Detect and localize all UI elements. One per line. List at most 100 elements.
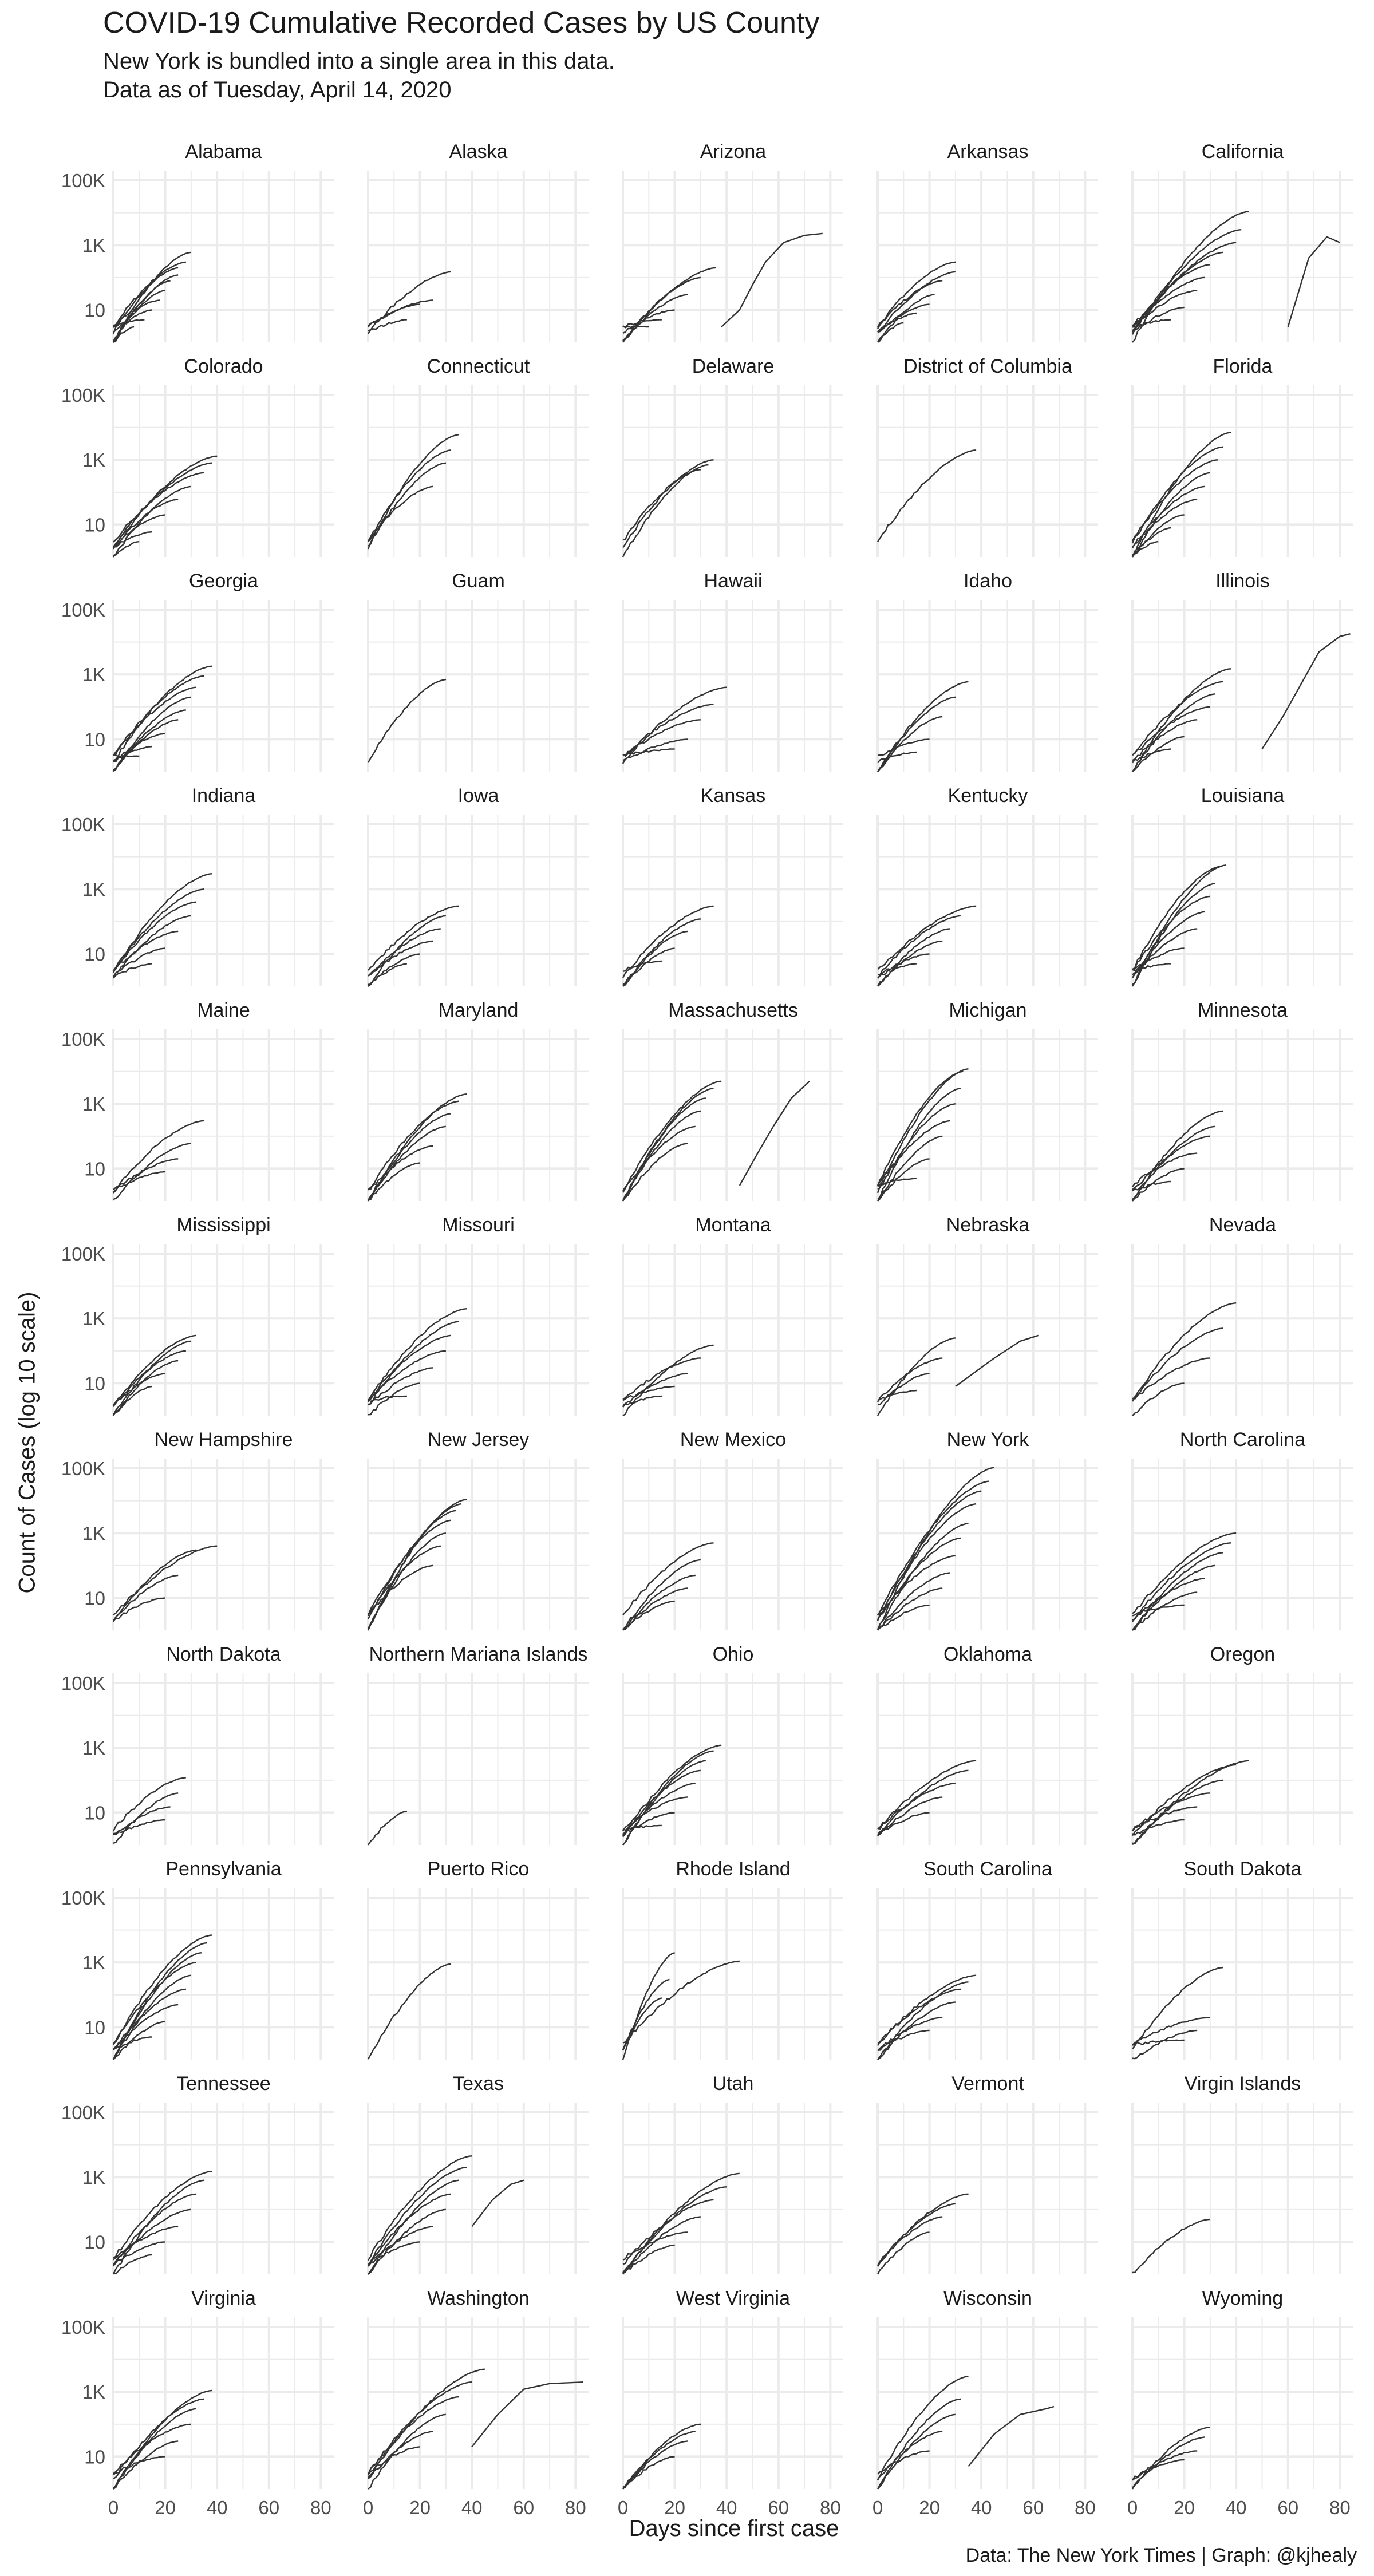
county-line — [622, 1125, 696, 1191]
county-line — [622, 469, 701, 541]
county-line — [877, 1158, 930, 1202]
panel-wyoming: Wyoming 0 20 40 60 80 — [1127, 2287, 1353, 2518]
panel-south-carolina: South Carolina — [876, 1858, 1098, 2060]
county-line — [113, 2389, 212, 2488]
county-line — [1131, 446, 1223, 542]
county-line — [368, 1350, 447, 1402]
facet-label: Tennessee — [176, 2073, 270, 2095]
y-tick-label: 100K — [61, 599, 105, 621]
panel-district-of-columbia: District of Columbia — [876, 355, 1098, 557]
panel-oregon: Oregon — [1131, 1643, 1353, 1845]
x-tick-label: 20 — [1174, 2497, 1195, 2518]
county-line — [113, 873, 212, 971]
facet-label: New Hampshire — [155, 1429, 293, 1451]
panel-pennsylvania: Pennsylvania 10 1K 100K — [61, 1858, 334, 2060]
county-line-late — [1287, 236, 1340, 327]
county-line — [368, 2226, 433, 2267]
county-line — [1132, 1966, 1223, 2050]
county-line — [368, 2413, 447, 2490]
y-tick-label: 10 — [84, 943, 105, 965]
county-line — [876, 261, 956, 329]
panel-louisiana: Louisiana — [1131, 785, 1353, 987]
county-line — [877, 2001, 956, 2060]
facet-label: Kansas — [701, 785, 765, 807]
x-tick-label: 0 — [363, 2497, 373, 2518]
y-tick-label: 10 — [84, 1373, 105, 1394]
county-line — [113, 1819, 165, 1836]
county-line — [368, 1321, 459, 1405]
county-line — [368, 319, 407, 334]
facet-label: New Jersey — [428, 1429, 530, 1451]
facet-label: Ohio — [713, 1643, 754, 1665]
panel-minnesota: Minnesota — [1131, 999, 1353, 1202]
county-line — [1132, 527, 1172, 556]
panel-michigan: Michigan — [876, 999, 1098, 1202]
facet-label: Pennsylvania — [165, 1858, 281, 1880]
x-tick-label: 40 — [461, 2497, 483, 2518]
facet-label: Indiana — [192, 785, 256, 807]
county-line — [877, 1812, 930, 1836]
y-tick-label: 1K — [82, 1093, 105, 1115]
facet-label: California — [1202, 141, 1284, 163]
y-tick-label: 10 — [84, 299, 105, 321]
facet-label: Rhode Island — [676, 1858, 790, 1880]
county-line — [1131, 459, 1218, 544]
county-line — [877, 963, 917, 979]
y-tick-label: 10 — [84, 2446, 105, 2467]
county-line — [368, 2431, 433, 2478]
facet-label: Delaware — [692, 355, 775, 377]
county-line — [112, 1340, 192, 1416]
county-line — [368, 1564, 433, 1615]
county-line — [1132, 681, 1223, 756]
county-line — [876, 1357, 943, 1402]
county-line — [113, 1988, 186, 2050]
county-line — [622, 1542, 714, 1615]
county-line — [1131, 472, 1211, 558]
county-line — [622, 1357, 701, 1400]
county-line — [877, 271, 956, 333]
x-tick-label: 60 — [1022, 2497, 1044, 2518]
panel-new-jersey: New Jersey — [367, 1429, 589, 1631]
county-line — [876, 2216, 943, 2267]
county-line — [877, 1572, 950, 1631]
facet-label: West Virginia — [676, 2287, 790, 2309]
panel-alaska: Alaska — [367, 141, 589, 342]
county-line — [622, 325, 649, 329]
county-line — [877, 1555, 956, 1616]
county-line — [112, 290, 165, 342]
panel-rhode-island: Rhode Island — [622, 1858, 843, 2060]
county-line — [368, 1810, 408, 1846]
county-line — [622, 1344, 714, 1417]
panel-kansas: Kansas — [622, 785, 843, 987]
panel-colorado: Colorado 10 1K 100K — [61, 355, 334, 558]
county-line — [876, 696, 956, 772]
panel-guam: Guam — [367, 570, 589, 772]
chart-title: COVID-19 Cumulative Recorded Cases by US… — [103, 6, 820, 39]
x-tick-label: 80 — [820, 2497, 841, 2518]
county-line — [1132, 1819, 1185, 1836]
county-line — [112, 462, 212, 550]
county-line — [622, 294, 688, 343]
county-line — [1132, 306, 1185, 333]
facet-label: Puerto Rico — [428, 1858, 530, 1880]
county-line — [112, 930, 179, 973]
county-line — [1131, 1806, 1198, 1832]
county-line — [622, 309, 675, 334]
county-line — [368, 2167, 467, 2265]
facet-label: North Carolina — [1180, 1429, 1305, 1451]
county-line — [1132, 1564, 1216, 1631]
y-tick-label: 10 — [84, 1158, 105, 1179]
county-line — [113, 1373, 165, 1405]
facet-label: Virginia — [191, 2287, 256, 2309]
county-line — [112, 1549, 197, 1622]
x-tick-label: 80 — [565, 2497, 586, 2518]
panel-nebraska: Nebraska — [876, 1214, 1098, 1416]
county-line — [1131, 2450, 1198, 2481]
facet-label: Maine — [197, 999, 250, 1021]
facet-label: Georgia — [189, 570, 258, 592]
county-line — [1132, 2039, 1185, 2046]
county-line — [877, 1783, 956, 1830]
y-tick-label: 1K — [82, 1308, 105, 1329]
county-line-late — [1261, 633, 1351, 750]
panel-tennessee: Tennessee 10 1K 100K — [61, 2073, 334, 2275]
